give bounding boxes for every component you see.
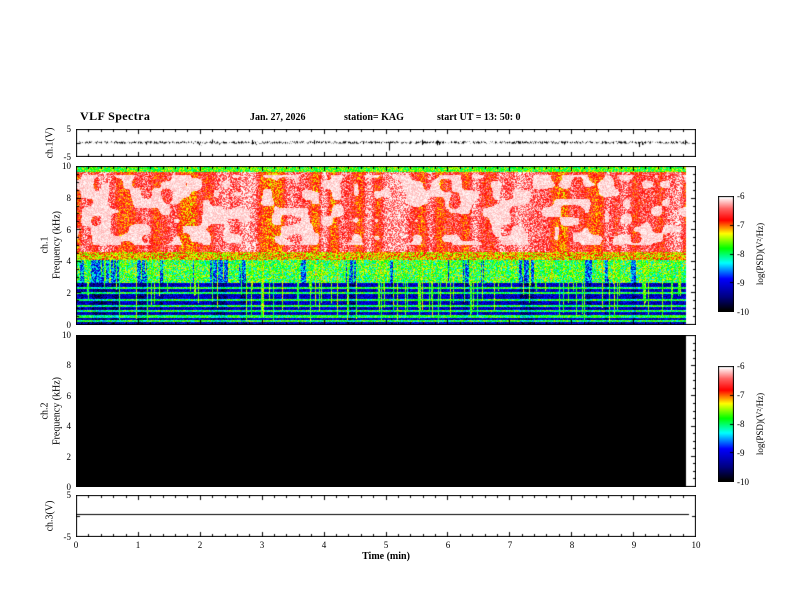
ch1-spec-ylabel-line2: Frequency (kHz) <box>51 210 63 280</box>
colorbar-tick-label: -6 <box>737 361 745 371</box>
header-station: station= KAG <box>344 112 404 123</box>
colorbar-tick-label: -7 <box>737 220 745 230</box>
y-tick-label: 6 <box>66 390 72 401</box>
y-tick-label: 2 <box>66 288 72 299</box>
colorbar-tick-label: -6 <box>737 191 745 201</box>
colorbar1-label: log(PSD)(V²/Hz) <box>755 222 765 286</box>
y-tick-label: 0 <box>66 320 72 330</box>
y-tick-label: 10 <box>62 161 71 171</box>
x-axis-label: Time (min) <box>362 551 410 562</box>
x-tick-label: 3 <box>259 540 265 550</box>
ch3-waveform-canvas <box>76 495 696 537</box>
x-tick-label: 10 <box>691 540 701 550</box>
x-tick-label: 6 <box>445 540 451 550</box>
y-tick-label: 5 <box>66 124 72 134</box>
y-tick-label: -5 <box>63 152 72 162</box>
colorbar-tick-label: -10 <box>737 477 749 487</box>
colorbar-ch2-canvas <box>718 366 734 482</box>
y-tick-label: 5 <box>66 490 72 500</box>
ch2-spec-ylabel-line1: ch.2 <box>39 402 51 420</box>
x-tick-label: 2 <box>197 540 203 550</box>
x-tick-label: 0 <box>73 540 79 550</box>
ch1-waveform-canvas <box>76 129 696 157</box>
y-tick-label: 8 <box>66 192 72 203</box>
ch3-wave-ylabel: ch.3(V) <box>44 500 56 532</box>
header-date: Jan. 27, 2026 <box>250 112 306 123</box>
x-tick-label: 7 <box>507 540 513 550</box>
y-tick-label: 6 <box>66 224 72 235</box>
colorbar-tick-label: -7 <box>737 390 745 400</box>
x-tick-label: 5 <box>383 540 389 550</box>
ch2-spec-ylabel-line2: Frequency (kHz) <box>51 376 63 446</box>
y-tick-label: 10 <box>62 330 71 340</box>
y-tick-label: -5 <box>63 532 72 542</box>
ch1-wave-ylabel: ch.1(V) <box>44 127 56 159</box>
x-tick-label: 4 <box>321 540 327 550</box>
x-tick-label: 9 <box>631 540 637 550</box>
ch1-spec-ylabel-line1: ch.1 <box>39 236 51 254</box>
colorbar-tick-label: -10 <box>737 307 749 317</box>
colorbar-tick-label: -8 <box>737 249 745 259</box>
colorbar-tick-label: -9 <box>737 278 745 288</box>
header-start-ut: start UT = 13: 50: 0 <box>437 112 521 123</box>
y-tick-label: 4 <box>66 256 72 267</box>
y-tick-label: 2 <box>66 451 72 462</box>
y-tick-label: 8 <box>66 360 72 371</box>
x-tick-label: 1 <box>135 540 141 550</box>
colorbar2-label: log(PSD)(V²/Hz) <box>755 392 765 456</box>
ch1-spectrogram-canvas <box>76 166 696 325</box>
y-tick-label: 4 <box>66 421 72 432</box>
y-tick-label: 0 <box>66 482 72 492</box>
colorbar-tick-label: -8 <box>737 419 745 429</box>
figure-title: VLF Spectra <box>80 109 151 123</box>
ch2-spectrogram-canvas <box>76 335 696 487</box>
colorbar-ch1-canvas <box>718 196 734 312</box>
x-tick-label: 8 <box>569 540 575 550</box>
colorbar-tick-label: -9 <box>737 448 745 458</box>
